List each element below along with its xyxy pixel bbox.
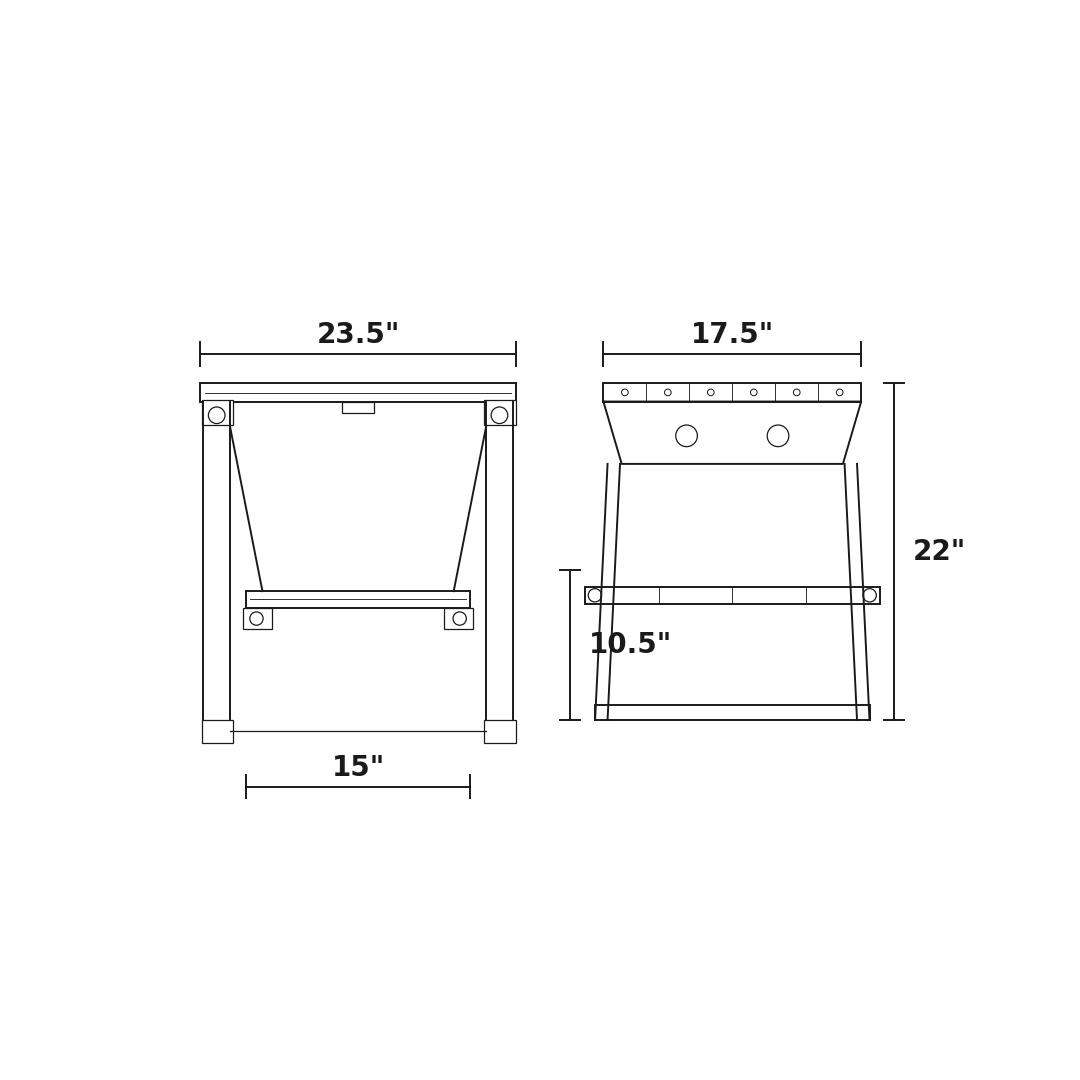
Circle shape [664, 389, 671, 395]
Bar [202, 400, 233, 424]
Circle shape [751, 389, 757, 395]
Bar [604, 383, 861, 402]
Bar [200, 383, 516, 402]
Circle shape [622, 389, 629, 395]
Text: 23.5": 23.5" [316, 321, 400, 349]
Text: 10.5": 10.5" [589, 631, 672, 659]
Bar [444, 608, 473, 629]
Text: 17.5": 17.5" [691, 321, 774, 349]
Bar [485, 720, 516, 743]
Text: 22": 22" [913, 538, 966, 566]
Circle shape [676, 426, 698, 447]
Circle shape [836, 389, 843, 395]
Circle shape [249, 612, 264, 625]
Bar [246, 591, 471, 608]
Circle shape [863, 589, 876, 602]
Circle shape [453, 612, 467, 625]
Text: 15": 15" [332, 754, 384, 782]
Circle shape [794, 389, 800, 395]
Bar [595, 705, 869, 720]
Bar [243, 608, 272, 629]
Circle shape [491, 407, 508, 423]
Bar [202, 720, 233, 743]
Circle shape [707, 389, 714, 395]
Bar [485, 400, 516, 424]
Circle shape [589, 589, 602, 602]
Bar [342, 402, 374, 414]
Circle shape [767, 426, 788, 447]
Circle shape [208, 407, 225, 423]
Bar [585, 588, 879, 604]
